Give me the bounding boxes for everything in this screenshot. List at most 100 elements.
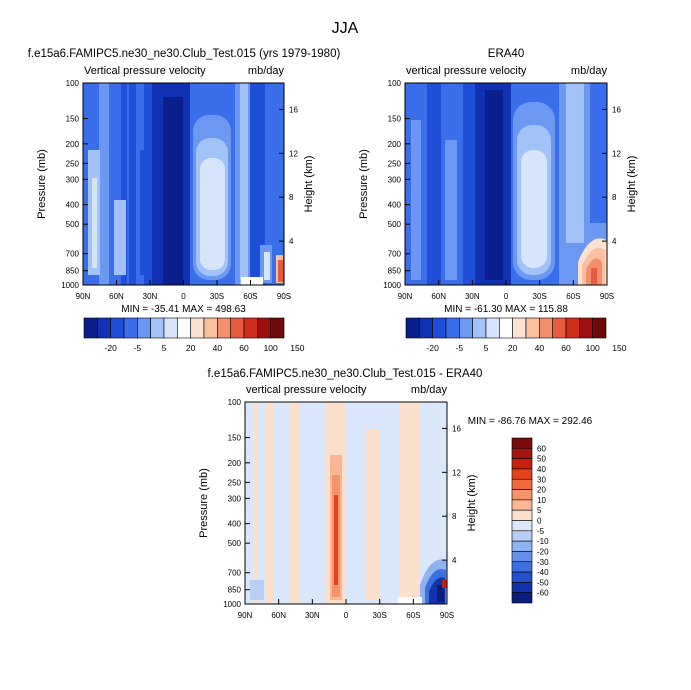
- colorbar-label: -40: [537, 568, 549, 577]
- colorbar-cell: [511, 582, 533, 593]
- colorbar-label: 100: [586, 343, 600, 353]
- x-tick-label: 90S: [277, 292, 291, 301]
- y-tick-label: 850: [388, 267, 402, 276]
- colorbar-label: 20: [537, 486, 546, 495]
- y-tick-label: 700: [66, 250, 80, 259]
- panel-3-stats: MIN = -86.76 MAX = 292.46: [468, 416, 593, 427]
- colorbar-cell: [592, 317, 607, 339]
- x-tick-label: 60S: [406, 611, 420, 620]
- colorbar-cell: [511, 478, 533, 490]
- colorbar-label: -20: [537, 547, 549, 556]
- colorbar-label: 20: [186, 343, 196, 353]
- colorbar-label: 60: [537, 444, 546, 453]
- y-tick-label: 150: [228, 434, 242, 443]
- panel-3-title: f.e15a6.FAMIPC5.ne30_ne30.Club_Test.015 …: [208, 368, 483, 380]
- x-tick-label: 60S: [566, 292, 580, 301]
- colorbar-cell: [270, 317, 285, 339]
- panel-1-subtitle-left: Vertical pressure velocity: [84, 65, 206, 77]
- y-tick-label: 700: [228, 569, 242, 578]
- colorbar: -20 -5 5 20 40 60 100 150: [405, 317, 627, 353]
- y-tick-label: 250: [66, 159, 80, 168]
- colorbar-cell: [163, 317, 178, 339]
- colorbar-cell: [257, 317, 271, 339]
- colorbar-cell: [511, 468, 533, 480]
- y-tick-label: 300: [228, 494, 242, 503]
- panel-2-field: [404, 82, 608, 286]
- colorbar-cell: [511, 592, 533, 604]
- panel-stats: MIN = -61.30 MAX = 115.88: [444, 304, 568, 315]
- page-title: JJA: [332, 20, 359, 37]
- colorbar-cell: [110, 317, 125, 339]
- x-tick-label: 90N: [238, 611, 253, 620]
- y-tick-label: 300: [66, 175, 80, 184]
- colorbar-cell: [511, 509, 533, 521]
- x-tick-label: 90S: [440, 611, 454, 620]
- y-tick-label: 700: [388, 250, 402, 259]
- colorbar-label: 40: [213, 343, 223, 353]
- colorbar-cell: [525, 317, 540, 339]
- x-tick-label: 90S: [600, 292, 614, 301]
- y-right-tick-label: 12: [452, 468, 461, 477]
- y-right-tick-label: 4: [452, 556, 457, 565]
- panel-3-field: [244, 401, 448, 605]
- colorbar-label: 40: [537, 465, 546, 474]
- x-tick-label: 30S: [210, 292, 224, 301]
- colorbar-label: 150: [612, 343, 626, 353]
- colorbar-cell: [511, 561, 533, 573]
- y-right-axis-title: Height (km): [626, 156, 638, 213]
- colorbar-cell: [459, 317, 473, 339]
- y-tick-label: 400: [228, 520, 242, 529]
- colorbar-label: -30: [537, 558, 549, 567]
- colorbar-cell: [565, 317, 580, 339]
- y-right-tick-label: 16: [289, 105, 298, 114]
- colorbar-cell: [511, 530, 533, 542]
- x-tick-label: 30S: [373, 611, 387, 620]
- colorbar-cell: [230, 317, 245, 339]
- panel-2-title: ERA40: [488, 48, 524, 60]
- y-tick-label: 500: [228, 539, 242, 548]
- panel-2-subtitle-left: vertical pressure velocity: [406, 65, 527, 77]
- y-tick-label: 850: [66, 267, 80, 276]
- colorbar-label: 5: [162, 343, 167, 353]
- y-tick-label: 500: [388, 220, 402, 229]
- y-right-tick-label: 4: [612, 237, 617, 246]
- colorbar-cell: [190, 317, 205, 339]
- colorbar-label: 60: [239, 343, 249, 353]
- panel-3-axes: 90N 60N 30N 0 30S 60S 90S100150200250300400500…: [198, 398, 549, 620]
- colorbar-label: 5: [484, 343, 489, 353]
- colorbar-cell: [472, 317, 487, 339]
- panel-1-title: f.e15a6.FAMIPC5.ne30_ne30.Club_Test.015 …: [28, 48, 341, 60]
- x-tick-label: 0: [181, 292, 186, 301]
- colorbar-cell: [150, 317, 165, 339]
- colorbar-cell: [539, 317, 553, 339]
- panel-model: f.e15a6.FAMIPC5.ne30_ne30.Club_Test.015 …: [28, 48, 341, 286]
- colorbar-cell: [243, 317, 258, 339]
- colorbar-label: 0: [537, 517, 542, 526]
- y-right-axis-title: Height (km): [303, 156, 315, 213]
- colorbar-label: -5: [537, 527, 545, 536]
- y-tick-label: 850: [228, 586, 242, 595]
- colorbar-cell: [177, 317, 191, 339]
- y-right-axis-title: Height (km): [466, 475, 478, 532]
- y-tick-label: 150: [388, 115, 402, 124]
- panel-2-axes: 90N 60N 30N 0 30S 60S 90S 100 150 200 250 300 400 500…: [358, 79, 638, 353]
- colorbar-cell: [485, 317, 500, 339]
- colorbar-label: 30: [537, 475, 546, 484]
- y-axis-title: Pressure (mb): [198, 468, 210, 538]
- y-right-tick-label: 8: [452, 512, 457, 521]
- colorbar-cell: [511, 551, 533, 563]
- colorbar-cell: [405, 317, 420, 339]
- y-right-tick-label: 8: [612, 193, 617, 202]
- y-tick-label: 500: [66, 220, 80, 229]
- colorbar-cell: [511, 489, 533, 501]
- colorbar-label: -5: [134, 343, 142, 353]
- colorbar-label: 50: [537, 455, 546, 464]
- y-tick-label: 1000: [383, 281, 401, 290]
- colorbar-cell: [552, 317, 567, 339]
- panel-stats: MIN = -35.41 MAX = 498.63: [121, 304, 246, 315]
- y-axis-title: Pressure (mb): [358, 149, 370, 219]
- x-tick-label: 30N: [143, 292, 158, 301]
- colorbar-cell: [499, 317, 513, 339]
